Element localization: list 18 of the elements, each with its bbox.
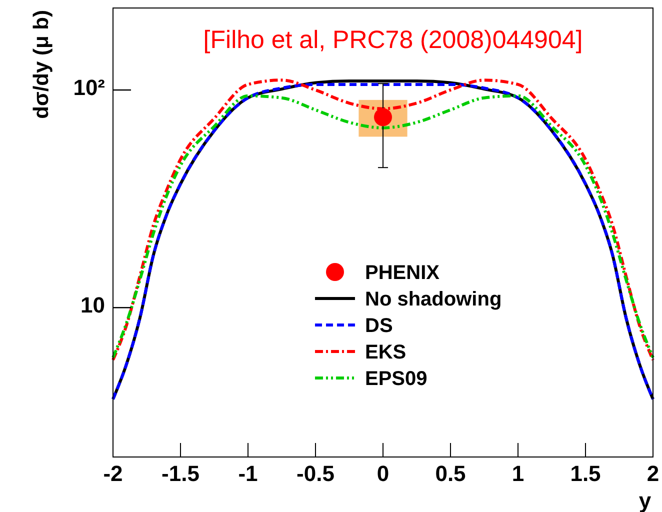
x-tick-label: 1.5 [570, 461, 601, 486]
text: [Filho et al, PRC78 (2008)044904] [203, 26, 583, 54]
legend-label: EKS [365, 342, 406, 364]
y-axis-title: dσ/dy (μ b) [30, 10, 53, 119]
x-tick-label: 0 [376, 461, 390, 486]
x-tick-label: -1.5 [162, 461, 200, 486]
x-tick-label: -0.5 [296, 461, 334, 486]
y-tick-label: 10² [73, 74, 105, 100]
x-tick-label: 2 [646, 461, 660, 486]
y-tick-label: 10 [80, 292, 105, 318]
x-tick-label: -1 [238, 461, 258, 486]
legend-label: PHENIX [365, 262, 440, 284]
legend-label: DS [365, 315, 393, 337]
x-tick-label: -2 [103, 461, 123, 486]
x-tick-label: 0.5 [435, 461, 466, 486]
x-tick-label: 1 [512, 461, 524, 486]
legend-label: EPS09 [365, 368, 428, 390]
legend-label: No shadowing [365, 288, 502, 310]
